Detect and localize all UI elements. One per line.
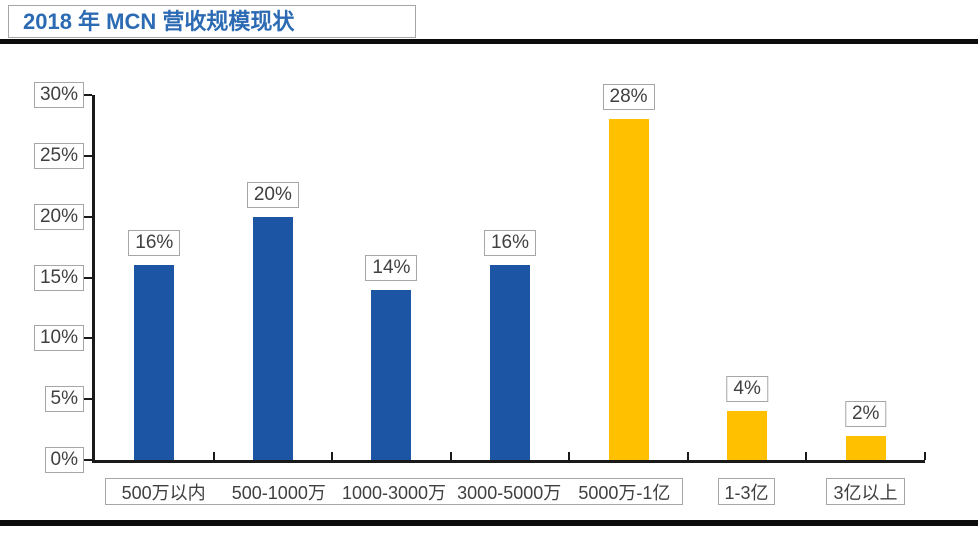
bar-1-3亿	[727, 411, 767, 460]
y-tick	[84, 276, 92, 279]
bar-value-label: 16%	[483, 230, 537, 256]
y-tick-label: 20%	[33, 203, 84, 230]
bar-3000-5000万	[490, 265, 530, 460]
bar-500-1000万	[253, 217, 293, 460]
y-tick	[84, 215, 92, 218]
category-label: 5000万-1亿	[578, 482, 671, 503]
x-axis-label-group: 500万以内 500-1000万 1000-3000万 3000-5000万 5000万…	[105, 478, 683, 505]
y-tick-label: 10%	[33, 325, 84, 352]
y-tick-label: 15%	[33, 264, 84, 291]
y-tick	[84, 398, 92, 401]
chart-title-box: 2018 年 MCN 营收规模现状	[8, 5, 416, 38]
chart-title: 2018 年 MCN 营收规模现状	[23, 9, 295, 34]
bar-3亿以上	[846, 436, 886, 460]
bar-5000万-1亿	[609, 119, 649, 460]
x-tick	[212, 452, 215, 460]
top-divider	[0, 39, 978, 44]
y-tick	[84, 154, 92, 157]
x-tick	[568, 452, 571, 460]
y-tick	[84, 337, 92, 340]
y-axis-line	[92, 95, 95, 463]
y-tick-label: 5%	[44, 386, 84, 413]
bar-value-label: 16%	[128, 230, 181, 256]
y-tick-label: 25%	[33, 142, 84, 169]
bar-value-label: 4%	[726, 376, 768, 402]
y-tick	[84, 94, 92, 96]
bottom-divider	[0, 520, 978, 526]
x-tick	[449, 452, 452, 460]
bar-value-label: 28%	[602, 84, 655, 110]
category-label: 500-1000万	[231, 482, 326, 503]
y-tick-label: 0%	[44, 447, 84, 473]
x-tick	[331, 452, 334, 460]
bar-value-label: 14%	[365, 255, 418, 281]
category-label: 3亿以上	[826, 478, 905, 505]
x-tick	[686, 452, 689, 460]
category-label: 1000-3000万	[341, 482, 447, 503]
y-tick-label: 30%	[33, 82, 84, 108]
bar-500万以内	[134, 265, 174, 460]
x-tick	[805, 452, 808, 460]
x-axis-line	[92, 460, 925, 463]
bar-value-label: 20%	[246, 182, 299, 208]
x-tick	[924, 452, 926, 460]
bar-1000-3000万	[371, 290, 411, 460]
category-label: 3000-5000万	[457, 482, 562, 503]
bar-value-label: 2%	[844, 401, 887, 427]
y-tick	[84, 459, 92, 461]
category-label: 500万以内	[121, 482, 206, 503]
category-label: 1-3亿	[718, 478, 775, 505]
